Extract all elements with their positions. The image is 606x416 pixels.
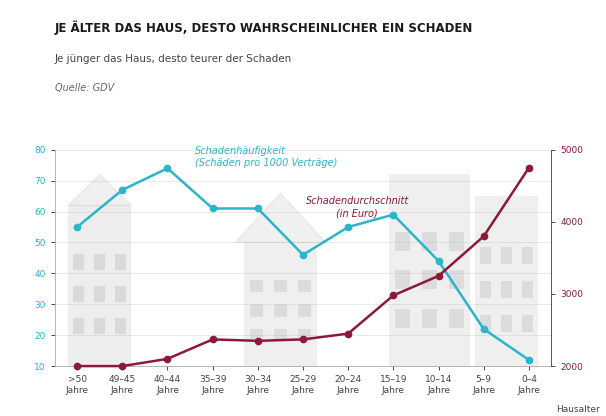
Polygon shape [68,174,132,206]
Bar [73,318,84,334]
Bar [422,270,437,290]
Bar [94,254,105,270]
Text: JE ÄLTER DAS HAUS, DESTO WAHRSCHEINLICHER EIN SCHADEN: JE ÄLTER DAS HAUS, DESTO WAHRSCHEINLICHE… [55,21,473,35]
Bar [422,309,437,328]
Bar [244,243,316,366]
Bar [94,286,105,302]
Text: Schadendurchschnitt
(in Euro): Schadendurchschnitt (in Euro) [305,196,409,218]
Bar [395,232,410,251]
Bar [395,309,410,328]
Bar [115,286,127,302]
Bar [73,254,84,270]
Bar [479,281,491,298]
Bar [115,254,127,270]
Bar [479,315,491,332]
Polygon shape [235,193,325,243]
Bar [250,304,263,317]
Bar [522,281,533,298]
Bar [389,174,470,366]
Bar [522,247,533,264]
Bar [501,315,512,332]
Bar [449,309,464,328]
Bar [395,270,410,290]
Bar [522,315,533,332]
Text: Quelle: GDV: Quelle: GDV [55,83,114,93]
Bar [250,280,263,292]
Bar [298,304,311,317]
Bar [501,281,512,298]
Text: Je jünger das Haus, desto teurer der Schaden: Je jünger das Haus, desto teurer der Sch… [55,54,292,64]
Bar [73,286,84,302]
Bar [115,318,127,334]
Text: Schadenhäufigkeit
(Schäden pro 1000 Verträge): Schadenhäufigkeit (Schäden pro 1000 Vert… [195,146,337,168]
Bar [479,247,491,264]
Bar [94,318,105,334]
Bar [449,270,464,290]
Bar [298,329,311,342]
Bar [274,329,287,342]
Bar [449,232,464,251]
Text: Hausalter: Hausalter [556,405,600,414]
Bar [274,280,287,292]
Bar [422,232,437,251]
Bar [474,196,538,366]
Bar [298,280,311,292]
Bar [501,247,512,264]
Bar [68,206,132,366]
Bar [274,304,287,317]
Bar [250,329,263,342]
